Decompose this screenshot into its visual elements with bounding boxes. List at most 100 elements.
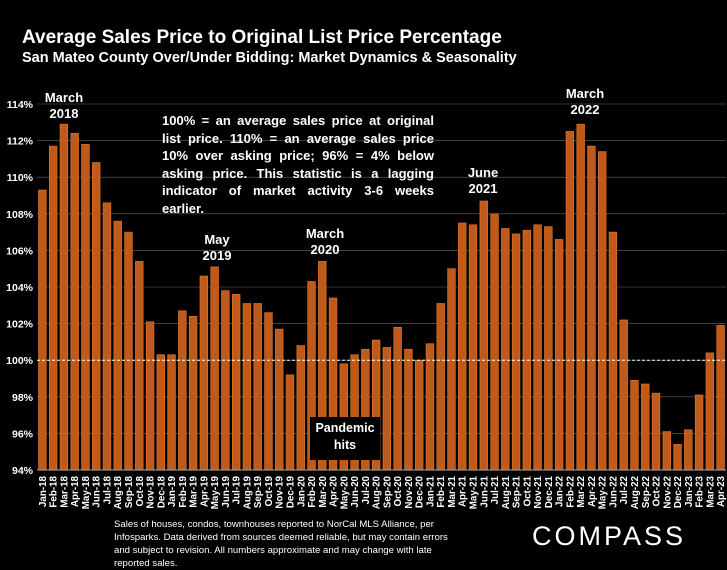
x-tick-label: Jun-18 [92,475,103,507]
bar [382,347,392,471]
x-tick-label: Mar-21 [447,475,458,507]
bar [716,325,725,471]
x-tick-label: Dec-22 [673,475,684,508]
y-tick-label: 98% [12,392,34,404]
annotation-line: 2019 [202,248,232,263]
x-tick-label: Aug-18 [113,475,124,509]
bar [641,383,650,471]
x-tick-label: Jun-20 [350,475,361,507]
x-tick-label: Jan-18 [38,475,49,507]
x-tick-label: Aug-19 [242,475,253,509]
bar [124,231,133,471]
x-tick-label: Jul-21 [490,475,501,504]
x-tick-label: Aug-20 [372,475,383,509]
y-tick-label: 112% [7,136,34,148]
bar [188,315,198,471]
x-tick-label: May-19 [210,475,221,509]
x-tick-label: Dec-19 [285,475,296,508]
x-tick-label: Sep-21 [512,475,523,508]
x-tick-label: Mar-19 [189,475,200,507]
bar [651,392,661,471]
bar [468,224,478,471]
x-tick-label: Jan-19 [167,475,178,507]
y-tick-label: 114% [7,99,34,111]
x-tick-label: Oct-18 [135,475,146,506]
x-tick-label: Oct-20 [393,475,404,506]
x-tick-label: Feb-21 [436,475,447,507]
y-tick-label: 102% [6,319,34,331]
x-tick-label: Sep-19 [253,475,264,508]
x-tick-label: May-18 [81,475,92,509]
x-tick-label: Sep-18 [124,475,135,508]
bar [48,145,58,471]
bar [135,261,144,471]
bar [296,345,305,471]
annotation-line: hits [333,438,357,452]
annotation-march-2018: March 2018 [36,90,92,122]
reference-line-100 [37,359,726,471]
annotation-line: May [204,232,230,247]
bar [447,268,456,471]
x-tick-label: Feb-19 [178,475,189,507]
bar [393,326,402,471]
x-tick-label: Mar-23 [705,475,716,507]
x-tick-label: Jan-23 [684,475,695,507]
bar [511,233,521,471]
x-tick-label: Dec-21 [544,475,555,508]
bar [210,266,219,471]
x-tick-label: Feb-22 [565,475,576,507]
x-tick-label: Feb-23 [695,475,706,507]
annotation-line: 2022 [570,102,600,117]
x-tick-label: Nov-19 [275,475,286,508]
bar [92,162,101,471]
bar [199,275,209,471]
x-tick-label: Jul-20 [361,475,372,504]
x-axis-ticks: Jan-18 Feb-18 Mar-18 Apr-18 May-18 Jun-18 Jul-… [38,475,727,509]
annotation-march-2022: March 2022 [555,86,615,118]
x-tick-label: Apr-20 [329,475,340,507]
annotation-june-2021: June 2021 [455,165,511,197]
x-tick-label: Jul-22 [619,475,630,504]
x-tick-label: Mar-18 [59,475,70,507]
annotation-line: March [305,226,345,241]
x-tick-label: Jun-21 [479,475,490,507]
x-tick-label: Dec-18 [156,475,167,508]
bar [285,374,295,471]
bar [544,226,553,471]
bar [522,229,532,471]
x-tick-label: Apr-19 [199,475,210,507]
bar [167,354,176,471]
x-tick-label: Feb-20 [307,475,318,507]
annotation-line: Pandemic [315,421,375,435]
x-tick-label: Nov-20 [404,475,415,508]
bar [684,429,693,471]
x-tick-label: May-22 [598,475,609,509]
chart-subtitle: San Mateo County Over/Under Bidding: Mar… [22,50,517,66]
x-tick-label: Jun-22 [608,475,619,507]
x-tick-label: Sep-22 [641,475,652,508]
y-tick-label: 104% [6,282,34,294]
bar [145,321,155,471]
bar [264,312,273,471]
x-tick-label: Apr-18 [70,475,81,507]
annotation-line: 2021 [468,181,498,196]
bar [415,359,424,471]
bar [425,343,435,471]
x-tick-label: Jul-18 [102,475,113,504]
annotation-line: March [565,86,605,101]
bar [576,123,585,471]
bar [253,303,262,471]
bar [673,444,682,471]
x-tick-label: Apr-22 [587,475,598,507]
bar [81,143,90,471]
x-tick-label: Aug-21 [501,475,512,509]
pandemic-label: Pandemic hits [310,417,380,460]
x-tick-label: Apr-23 [716,475,727,507]
source-footnote: Sales of houses, condos, townhouses repo… [114,519,448,569]
bar [458,222,467,471]
x-tick-label: Nov-22 [662,475,673,508]
x-tick-label: Mar-22 [576,475,587,507]
bar [662,431,671,471]
x-tick-label: Feb-18 [49,475,60,507]
bar [598,151,607,471]
